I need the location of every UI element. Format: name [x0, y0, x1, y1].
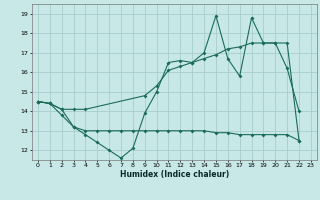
X-axis label: Humidex (Indice chaleur): Humidex (Indice chaleur)	[120, 170, 229, 179]
